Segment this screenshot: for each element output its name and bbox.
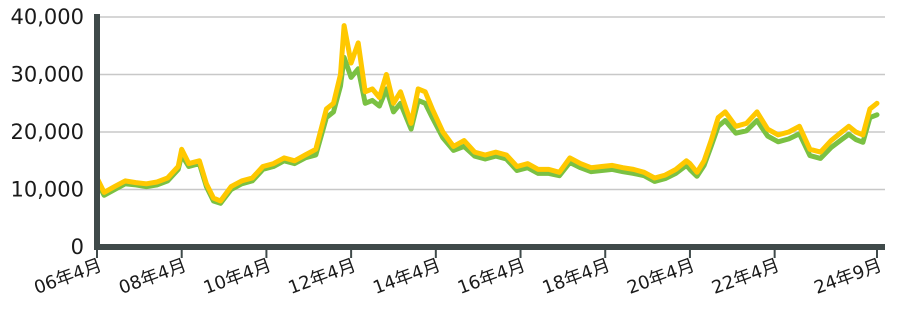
x-tick-label: 14年4月 (370, 255, 443, 299)
x-tick-label: 24年9月 (811, 255, 884, 299)
series-line-yellow (94, 23, 880, 204)
y-tick-label: 10,000 (11, 178, 84, 202)
x-tick-labels: 06年4月 08年4月 10年4月 12年4月 14年4月 16年4月 18年4月 20年4月… (31, 248, 885, 299)
x-tick-label: 18年4月 (540, 255, 613, 299)
gridlines (97, 16, 885, 191)
x-tick-label: 20年4月 (624, 255, 697, 299)
x-tick-label: 22年4月 (709, 255, 782, 299)
x-tick-label: 10年4月 (201, 255, 274, 299)
y-tick-label: 40,000 (11, 5, 84, 29)
y-tick-label: 20,000 (11, 120, 84, 144)
x-tick-label: 12年4月 (286, 255, 359, 299)
series-line-green (94, 54, 880, 206)
y-tick-label: 30,000 (11, 63, 84, 87)
y-tick-labels: 0 10,000 20,000 30,000 40,000 (11, 5, 84, 259)
x-tick-label: 08年4月 (116, 255, 189, 299)
series-lines (94, 23, 880, 206)
axes (94, 14, 885, 250)
y-tick-label: 0 (71, 235, 84, 259)
x-tick-label: 06年4月 (31, 255, 104, 299)
x-tick-label: 16年4月 (455, 255, 528, 299)
